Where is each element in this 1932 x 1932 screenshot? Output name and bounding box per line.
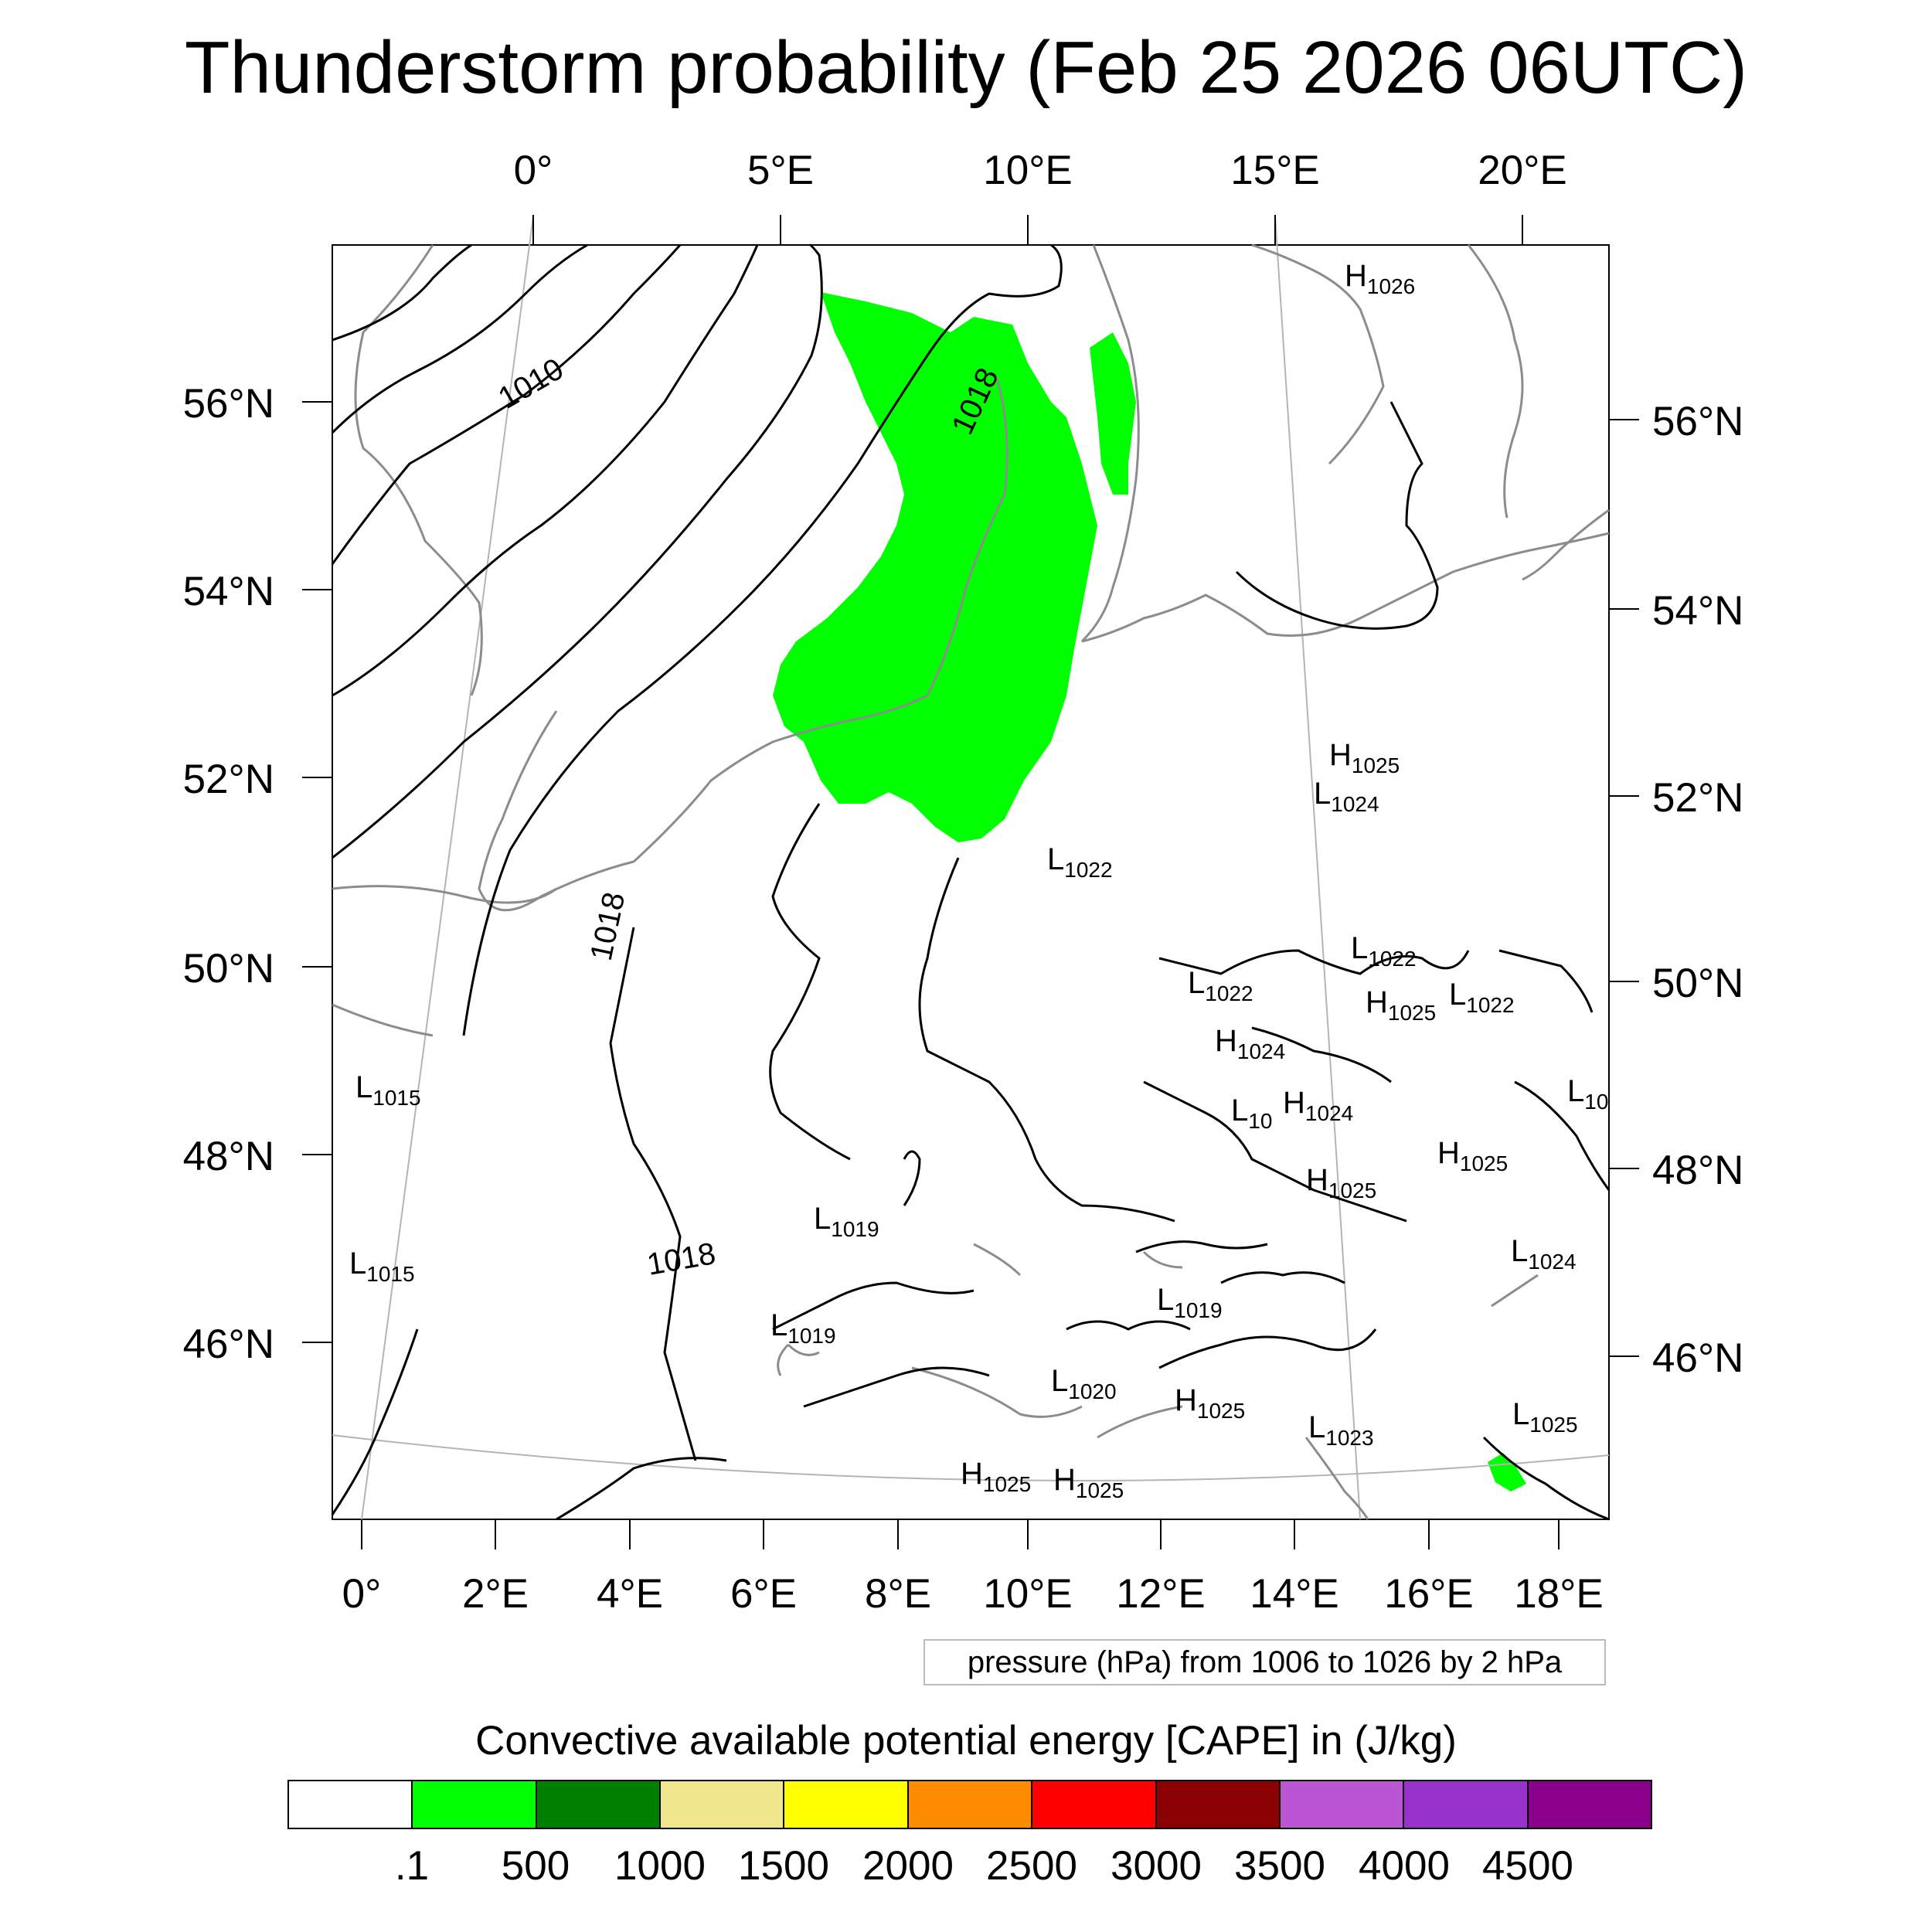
pressure-center-label: H1024 [1215, 1024, 1285, 1063]
pressure-center-label: H1025 [1437, 1136, 1508, 1175]
pressure-center-label: H1025 [1306, 1163, 1376, 1202]
bottom-lon-label: 18°E [1514, 1571, 1604, 1617]
left-lat-label: 56°N [183, 381, 274, 427]
colorbar-labels: .1 500 1000 1500 2000 2500 3000 3500 400… [0, 1839, 1932, 1893]
colorbar-box [1280, 1781, 1405, 1828]
right-lat-label: 46°N [1652, 1335, 1743, 1381]
colorbar-box [1156, 1781, 1281, 1828]
pressure-center-label: L1020 [1051, 1364, 1117, 1403]
pressure-center-label: L1019 [814, 1202, 879, 1241]
cape-area-north [773, 292, 1097, 842]
plot-frame [332, 244, 1610, 1520]
top-lon-label: 20°E [1478, 148, 1567, 193]
right-lat-label: 50°N [1652, 961, 1743, 1006]
pressure-center-label: L10 [1567, 1074, 1608, 1114]
colorbar-box [1032, 1781, 1157, 1828]
bottom-lon-label: 10°E [983, 1571, 1073, 1617]
pressure-center-label: L1019 [770, 1308, 836, 1348]
colorbar-label: 3500 [1234, 1843, 1325, 1889]
cape-area-east [1090, 332, 1136, 495]
bottom-lon-label: 0° [342, 1571, 382, 1617]
colorbar-box [908, 1781, 1033, 1828]
colorbar [287, 1780, 1652, 1829]
isobars [331, 243, 1611, 1521]
colorbar-box [784, 1781, 909, 1828]
page-title: Thunderstorm probability (Feb 25 2026 06… [184, 26, 1748, 109]
pressure-center-label: L1022 [1449, 978, 1515, 1017]
pressure-centers: H1026 H1025 L1024 L1022 L1022 L1022 H102… [349, 259, 1608, 1502]
contour-info-box: pressure (hPa) from 1006 to 1026 by 2 hP… [923, 1639, 1606, 1685]
left-lat-label: 48°N [183, 1134, 274, 1179]
coastlines [332, 243, 1610, 1520]
right-lat-label: 52°N [1652, 775, 1743, 821]
top-lon-label: 15°E [1230, 148, 1320, 193]
axis-ticks [302, 215, 1639, 1549]
colorbar-label: 1500 [738, 1843, 829, 1889]
bottom-lon-label: 16°E [1384, 1571, 1474, 1617]
bottom-lon-label: 6°E [730, 1571, 797, 1617]
bottom-lon-label: 8°E [865, 1571, 931, 1617]
right-lat-label: 54°N [1652, 588, 1743, 634]
bottom-lon-label: 2°E [462, 1571, 529, 1617]
colorbar-label: 1000 [614, 1843, 706, 1889]
pressure-center-label: L1022 [1047, 842, 1113, 882]
pressure-center-label: H1025 [961, 1457, 1031, 1496]
pressure-center-label: L1019 [1157, 1283, 1223, 1322]
left-lat-label: 50°N [183, 946, 274, 992]
right-lat-label: 48°N [1652, 1148, 1743, 1193]
bottom-lon-label: 12°E [1116, 1571, 1206, 1617]
pressure-center-label: L1022 [1351, 931, 1417, 971]
left-lat-label: 54°N [183, 569, 274, 614]
pressure-center-label: H1025 [1329, 738, 1400, 777]
top-lon-label: 0° [514, 148, 553, 193]
left-lat-label: 52°N [183, 757, 274, 802]
axis-labels: 0° 5°E 10°E 15°E 20°E 0° 2°E 4°E 6°E 8°E… [183, 148, 1744, 1617]
colorbar-label: 3000 [1111, 1843, 1202, 1889]
pressure-center-label: L1015 [349, 1247, 415, 1286]
colorbar-label: 4000 [1359, 1843, 1450, 1889]
cape-fill-regions [773, 292, 1526, 1492]
right-lat-label: 56°N [1652, 399, 1743, 444]
colorbar-box [536, 1781, 662, 1828]
colorbar-label: 2000 [862, 1843, 954, 1889]
left-lat-label: 46°N [183, 1321, 274, 1367]
bottom-lon-label: 14°E [1250, 1571, 1339, 1617]
graticule [332, 216, 1610, 1520]
pressure-center-label: H1026 [1345, 259, 1415, 298]
colorbar-title: Convective available potential energy [C… [475, 1718, 1457, 1764]
colorbar-box [1528, 1781, 1651, 1828]
pressure-center-label: L1023 [1308, 1410, 1374, 1450]
pressure-center-label: H1025 [1053, 1463, 1124, 1502]
colorbar-box [1404, 1781, 1529, 1828]
pressure-center-label: L10 [1231, 1094, 1272, 1133]
colorbar-box [661, 1781, 785, 1828]
colorbar-box [413, 1781, 537, 1828]
pressure-center-label: H1025 [1366, 985, 1436, 1025]
colorbar-label: 4500 [1482, 1843, 1573, 1889]
bottom-lon-label: 4°E [597, 1571, 663, 1617]
pressure-center-label: L1024 [1314, 777, 1379, 816]
pressure-center-label: H1025 [1175, 1383, 1245, 1423]
top-lon-label: 5°E [747, 148, 814, 193]
pressure-center-label: L1015 [355, 1070, 421, 1110]
colorbar-label: 2500 [986, 1843, 1077, 1889]
pressure-center-label: L1025 [1512, 1397, 1578, 1437]
colorbar-label: 500 [501, 1843, 570, 1889]
top-lon-label: 10°E [983, 148, 1073, 193]
pressure-center-label: L1022 [1188, 966, 1253, 1005]
colorbar-box [289, 1781, 413, 1828]
cape-area-southeast [1488, 1453, 1526, 1492]
colorbar-label: .1 [394, 1843, 430, 1889]
contour-label: 1018 [645, 1236, 718, 1282]
contour-label: 1010 [493, 352, 570, 416]
contour-label: 1018 [584, 889, 632, 964]
pressure-center-label: H1024 [1283, 1086, 1353, 1125]
pressure-center-label: L1024 [1511, 1234, 1577, 1274]
